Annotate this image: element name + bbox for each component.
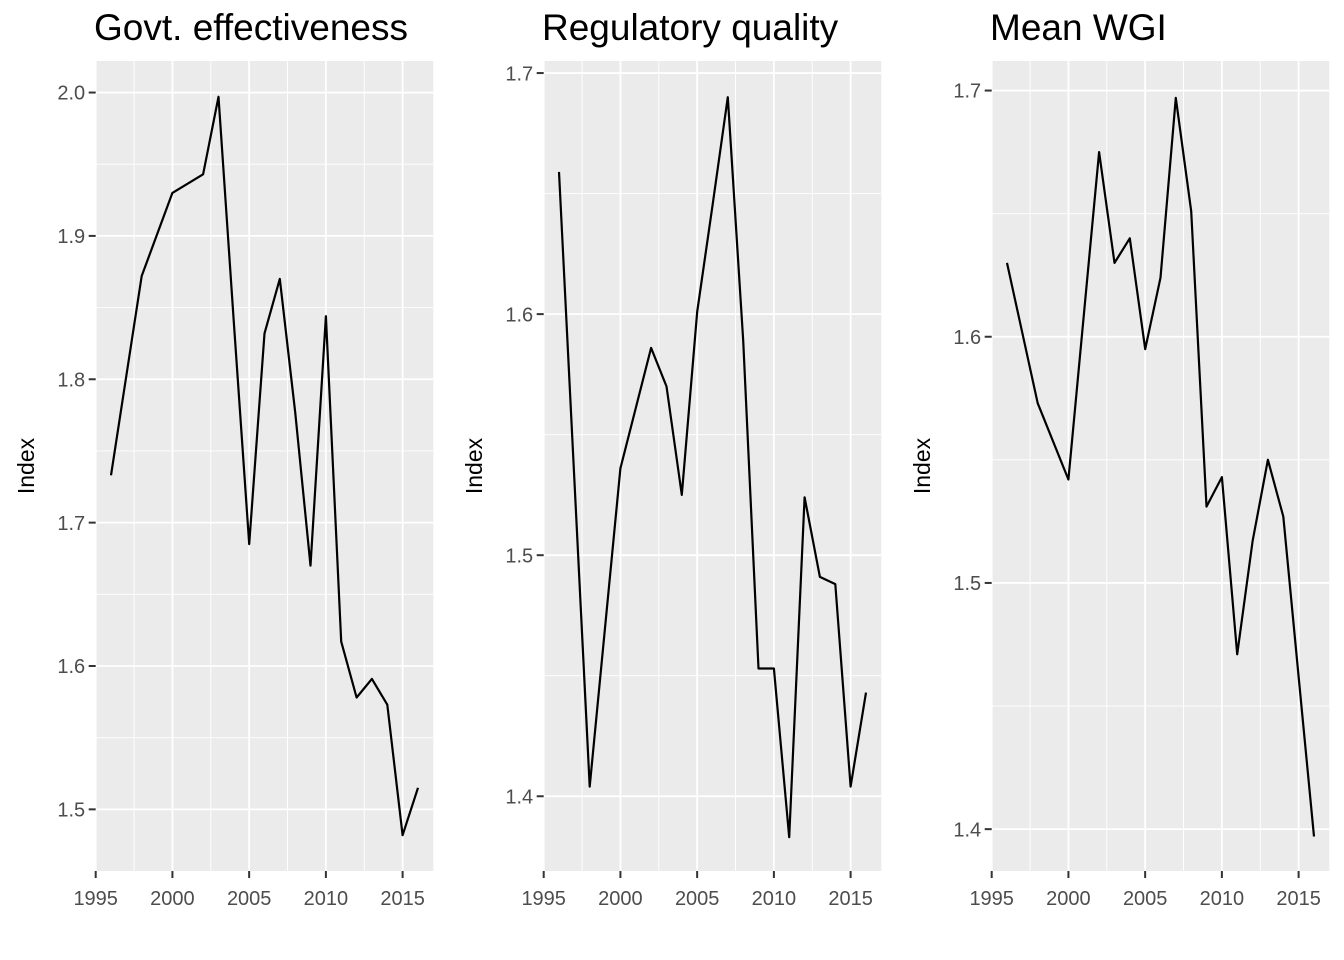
x-tick-label: 2000 bbox=[1046, 888, 1091, 910]
x-tick-label: 2010 bbox=[752, 888, 797, 910]
chart-title: Regulatory quality bbox=[542, 7, 839, 48]
y-tick-label: 1.5 bbox=[953, 573, 981, 595]
panel-background bbox=[543, 61, 882, 871]
x-tick-label: 2010 bbox=[304, 888, 349, 910]
x-tick-label: 2000 bbox=[598, 888, 643, 910]
y-tick-label: 1.4 bbox=[953, 819, 981, 841]
y-tick-label: 1.8 bbox=[57, 370, 85, 392]
y-tick-label: 1.7 bbox=[953, 81, 981, 103]
x-tick-label: 2015 bbox=[1276, 888, 1321, 910]
chart-title: Mean WGI bbox=[990, 7, 1167, 48]
y-tick-label: 1.4 bbox=[505, 787, 533, 809]
y-tick-label: 1.5 bbox=[505, 545, 533, 567]
panel-background bbox=[95, 61, 434, 871]
panel-background bbox=[991, 61, 1330, 871]
chart-panel-regulatory-quality: 1995 2000 2005 2010 2015 1.7 1.6 1.5 1.4 Regulato… bbox=[448, 0, 896, 960]
y-tick-label: 1.5 bbox=[57, 800, 85, 822]
x-tick-label: 2005 bbox=[675, 888, 720, 910]
x-tick-label: 2010 bbox=[1200, 888, 1245, 910]
y-tick-label: 1.6 bbox=[57, 656, 85, 678]
chart-panel-mean-wgi: 1995 2000 2005 2010 2015 1.7 1.6 1.5 1.4 Mean WGI… bbox=[896, 0, 1344, 960]
line-chart: 1995 2000 2005 2010 2015 1.7 1.6 1.5 1.4 Mean WGI… bbox=[909, 7, 1330, 910]
x-tick-label: 2015 bbox=[828, 888, 873, 910]
data-line bbox=[1005, 96, 1316, 837]
data-line bbox=[109, 95, 420, 837]
y-axis-title: Index bbox=[461, 437, 487, 494]
line-chart: 1995 2000 2005 2010 2015 1.7 1.6 1.5 1.4 Regulato… bbox=[461, 7, 882, 910]
x-tick-label: 1995 bbox=[969, 888, 1014, 910]
y-tick-label: 2.0 bbox=[57, 83, 85, 105]
x-tick-label: 2005 bbox=[227, 888, 272, 910]
y-axis-title: Index bbox=[909, 437, 935, 494]
y-tick-label: 1.9 bbox=[57, 226, 85, 248]
y-tick-label: 1.7 bbox=[505, 63, 533, 85]
chart-panel-govt-effectiveness: 1995 2000 2005 2010 2015 2.0 1.9 1.8 1.7 1.6 1.5 Go… bbox=[0, 0, 448, 960]
x-tick-label: 2005 bbox=[1123, 888, 1168, 910]
line-chart: 1995 2000 2005 2010 2015 2.0 1.9 1.8 1.7 1.6 1.5 Go… bbox=[13, 7, 434, 910]
x-tick-label: 2000 bbox=[150, 888, 195, 910]
y-tick-label: 1.6 bbox=[953, 327, 981, 349]
data-line bbox=[557, 96, 868, 839]
y-tick-label: 1.6 bbox=[505, 304, 533, 326]
x-tick-label: 2015 bbox=[380, 888, 425, 910]
y-tick-label: 1.7 bbox=[57, 513, 85, 535]
x-tick-label: 1995 bbox=[73, 888, 118, 910]
chart-title: Govt. effectiveness bbox=[94, 7, 408, 48]
x-tick-label: 1995 bbox=[521, 888, 566, 910]
y-axis-title: Index bbox=[13, 437, 39, 494]
